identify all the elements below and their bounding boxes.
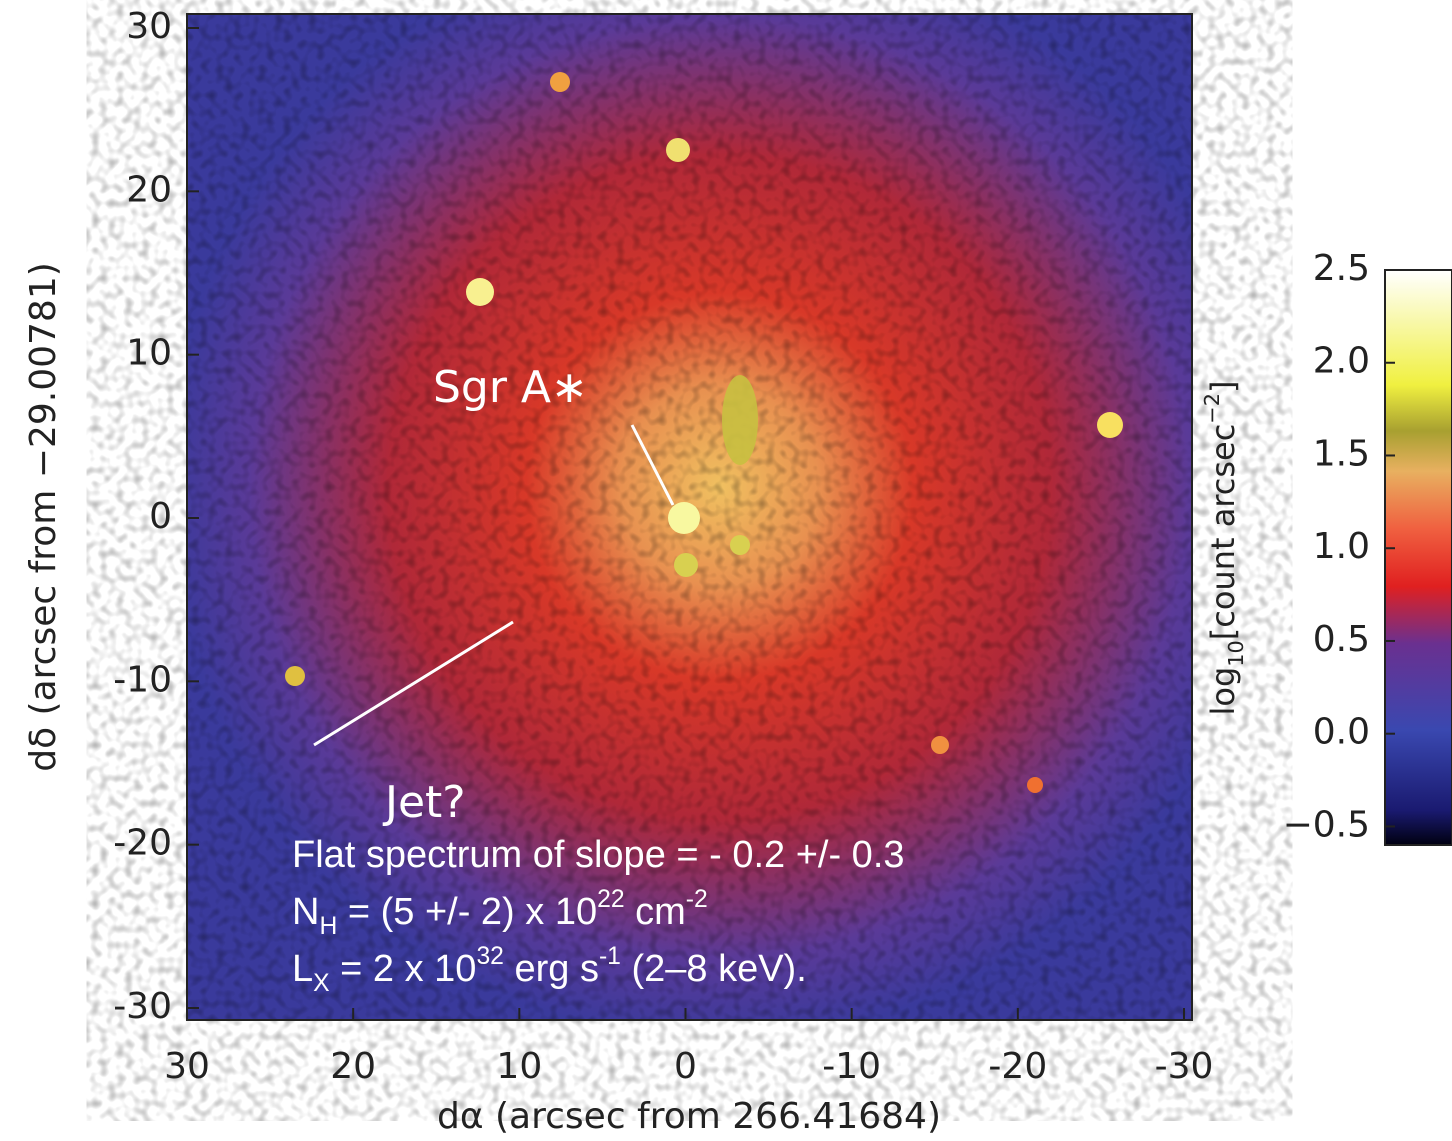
text-run: 32 — [476, 943, 503, 970]
y-tick-label: 30 — [126, 6, 172, 47]
colorbar-tick-label: 2.5 — [1313, 248, 1370, 289]
text-run: log — [1204, 667, 1242, 716]
colorbar-label: log10[count arcsec−2] — [1200, 381, 1248, 716]
y-tick-label: 20 — [126, 169, 172, 210]
colorbar-tick-label: −0.5 — [1283, 804, 1370, 845]
text-run: ] — [1204, 381, 1242, 393]
text-run: −2 — [1200, 393, 1224, 424]
colorbar-tick-label: 0.0 — [1313, 712, 1370, 753]
text-run: 22 — [597, 886, 624, 913]
text-run: H — [319, 913, 337, 940]
y-tick-label: -20 — [113, 823, 172, 864]
annotation: Sgr A∗ — [433, 362, 588, 413]
note-line: Flat spectrum of slope = - 0.2 +/- 0.3 — [292, 834, 905, 876]
colorbar-tick-label: 1.0 — [1313, 526, 1370, 567]
text-run: X — [313, 970, 329, 997]
y-tick-label: -30 — [113, 986, 172, 1027]
text-run: N — [292, 891, 319, 933]
x-tick-label: 0 — [674, 1046, 697, 1087]
x-tick-label: -30 — [1155, 1046, 1214, 1087]
y-tick-label: -10 — [113, 659, 172, 700]
note: Flat spectrum of slope = - 0.2 +/- 0.3 NH… — [292, 834, 905, 997]
x-tick-label: -10 — [822, 1046, 881, 1087]
pointer-line — [630, 424, 675, 506]
x-tick-label: -20 — [988, 1046, 1047, 1087]
text-run: (2–8 keV). — [621, 948, 807, 990]
pointer-line — [313, 620, 514, 747]
x-tick-label: 20 — [330, 1046, 376, 1087]
x-tick-label: 10 — [496, 1046, 542, 1087]
annotation: Jet? — [382, 777, 466, 828]
text-run: L — [292, 948, 313, 990]
colorbar-tick-label: 2.0 — [1313, 341, 1370, 382]
text-run: = 2 x 10 — [330, 948, 477, 990]
y-tick-label: 0 — [149, 496, 172, 537]
text-run: erg s — [504, 948, 599, 990]
text-run: 10 — [1224, 640, 1248, 666]
note-line: NH = (5 +/- 2) x 1022 cm-2 — [292, 886, 708, 940]
text-run: = (5 +/- 2) x 10 — [337, 891, 597, 933]
text-run: [count arcsec — [1204, 424, 1242, 641]
note-line: LX = 2 x 1032 erg s-1 (2–8 keV). — [292, 943, 807, 997]
image — [187, 14, 1192, 1020]
y-tick-label: 10 — [126, 333, 172, 374]
x-tick-label: 30 — [164, 1046, 210, 1087]
colorbar — [1384, 269, 1452, 846]
text-run: -2 — [686, 886, 708, 913]
x-axis-label: dα (arcsec from 266.41684) — [437, 1096, 941, 1137]
colorbar-tick-label: 1.5 — [1313, 433, 1370, 474]
text-run: -1 — [599, 943, 621, 970]
colorbar-tick-label: 0.5 — [1313, 619, 1370, 660]
y-axis-label: dδ (arcsec from −29.00781) — [23, 262, 64, 772]
text-run: cm — [625, 891, 686, 933]
text-run: Flat spectrum of slope = - 0.2 +/- 0.3 — [292, 834, 905, 876]
